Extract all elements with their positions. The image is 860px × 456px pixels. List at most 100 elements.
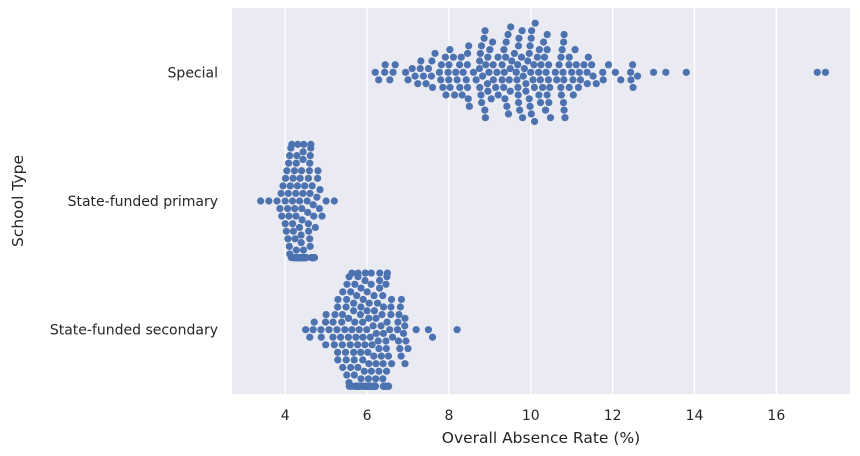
data-point <box>295 223 304 232</box>
data-point <box>481 114 489 122</box>
data-point <box>682 68 690 76</box>
data-point <box>427 72 436 80</box>
data-point <box>465 42 473 50</box>
data-point <box>475 64 484 73</box>
data-point <box>339 288 347 296</box>
data-point <box>546 83 554 92</box>
data-point <box>572 61 580 69</box>
data-point <box>629 61 637 69</box>
data-point <box>545 61 553 69</box>
data-point <box>310 212 318 220</box>
data-point <box>428 83 437 92</box>
data-point <box>386 326 394 334</box>
data-point <box>539 38 548 46</box>
data-point <box>341 348 350 356</box>
data-point <box>338 341 346 349</box>
data-point <box>488 38 497 46</box>
data-point <box>408 64 416 73</box>
data-point <box>419 72 427 80</box>
data-point <box>543 46 551 54</box>
data-point <box>279 182 287 190</box>
data-point <box>372 360 380 368</box>
data-point <box>288 197 297 205</box>
data-point <box>313 193 321 201</box>
data-point <box>344 314 353 322</box>
data-point <box>306 242 314 250</box>
data-point <box>297 238 305 247</box>
data-point <box>527 34 535 42</box>
data-point <box>375 284 384 292</box>
data-point <box>310 254 319 262</box>
data-point <box>565 61 573 69</box>
x-axis-label: Overall Absence Rate (%) <box>442 429 640 447</box>
data-point <box>463 61 471 69</box>
x-tick-labels: 4 6 8 10 12 14 16 <box>281 408 786 424</box>
data-point <box>529 76 537 84</box>
data-point <box>404 76 412 84</box>
data-point <box>569 76 577 84</box>
data-point <box>310 318 318 326</box>
data-point <box>453 76 461 84</box>
data-point <box>560 38 568 46</box>
data-point <box>379 292 387 300</box>
data-point <box>503 102 511 110</box>
data-point <box>500 46 508 54</box>
data-point <box>365 314 373 322</box>
data-point <box>500 83 508 92</box>
data-point <box>359 333 367 341</box>
data-point <box>569 91 577 99</box>
data-point <box>522 80 530 88</box>
data-point <box>424 326 433 334</box>
data-point <box>375 76 383 84</box>
data-point <box>314 167 322 175</box>
data-point <box>538 83 547 92</box>
data-point <box>599 76 607 84</box>
data-point <box>273 197 281 205</box>
data-point <box>322 341 330 349</box>
data-point <box>285 242 293 250</box>
data-point <box>553 76 561 84</box>
data-point <box>351 318 359 326</box>
data-point <box>354 269 362 277</box>
data-point <box>286 152 294 160</box>
data-point <box>560 106 568 114</box>
data-point <box>477 42 486 50</box>
data-point <box>453 326 461 334</box>
data-point <box>399 329 408 338</box>
data-point <box>414 80 422 88</box>
data-point <box>304 174 313 182</box>
data-point <box>404 344 412 353</box>
data-point <box>359 318 367 326</box>
data-point <box>558 46 566 54</box>
data-point <box>452 68 460 76</box>
data-point <box>821 68 830 76</box>
y-tick-label: State-funded primary <box>68 194 218 210</box>
data-point <box>465 102 473 110</box>
data-point <box>575 68 583 76</box>
data-point <box>359 295 367 304</box>
data-point <box>348 326 356 334</box>
data-point <box>306 235 314 243</box>
data-point <box>303 197 311 205</box>
data-point <box>559 98 568 107</box>
data-point <box>337 333 345 341</box>
data-point <box>396 344 404 353</box>
data-point <box>382 280 390 288</box>
data-point <box>508 57 516 65</box>
data-point <box>512 68 520 76</box>
data-point <box>533 53 541 61</box>
data-point <box>361 341 369 349</box>
data-point <box>450 91 459 99</box>
data-point <box>306 333 314 341</box>
data-point <box>431 49 439 58</box>
data-point <box>257 197 265 205</box>
data-point <box>391 61 399 69</box>
data-point <box>394 337 403 345</box>
data-point <box>331 310 339 319</box>
data-point <box>524 57 532 65</box>
data-point <box>285 212 293 220</box>
data-point <box>284 189 292 198</box>
data-point <box>540 53 549 61</box>
data-point <box>510 49 518 58</box>
